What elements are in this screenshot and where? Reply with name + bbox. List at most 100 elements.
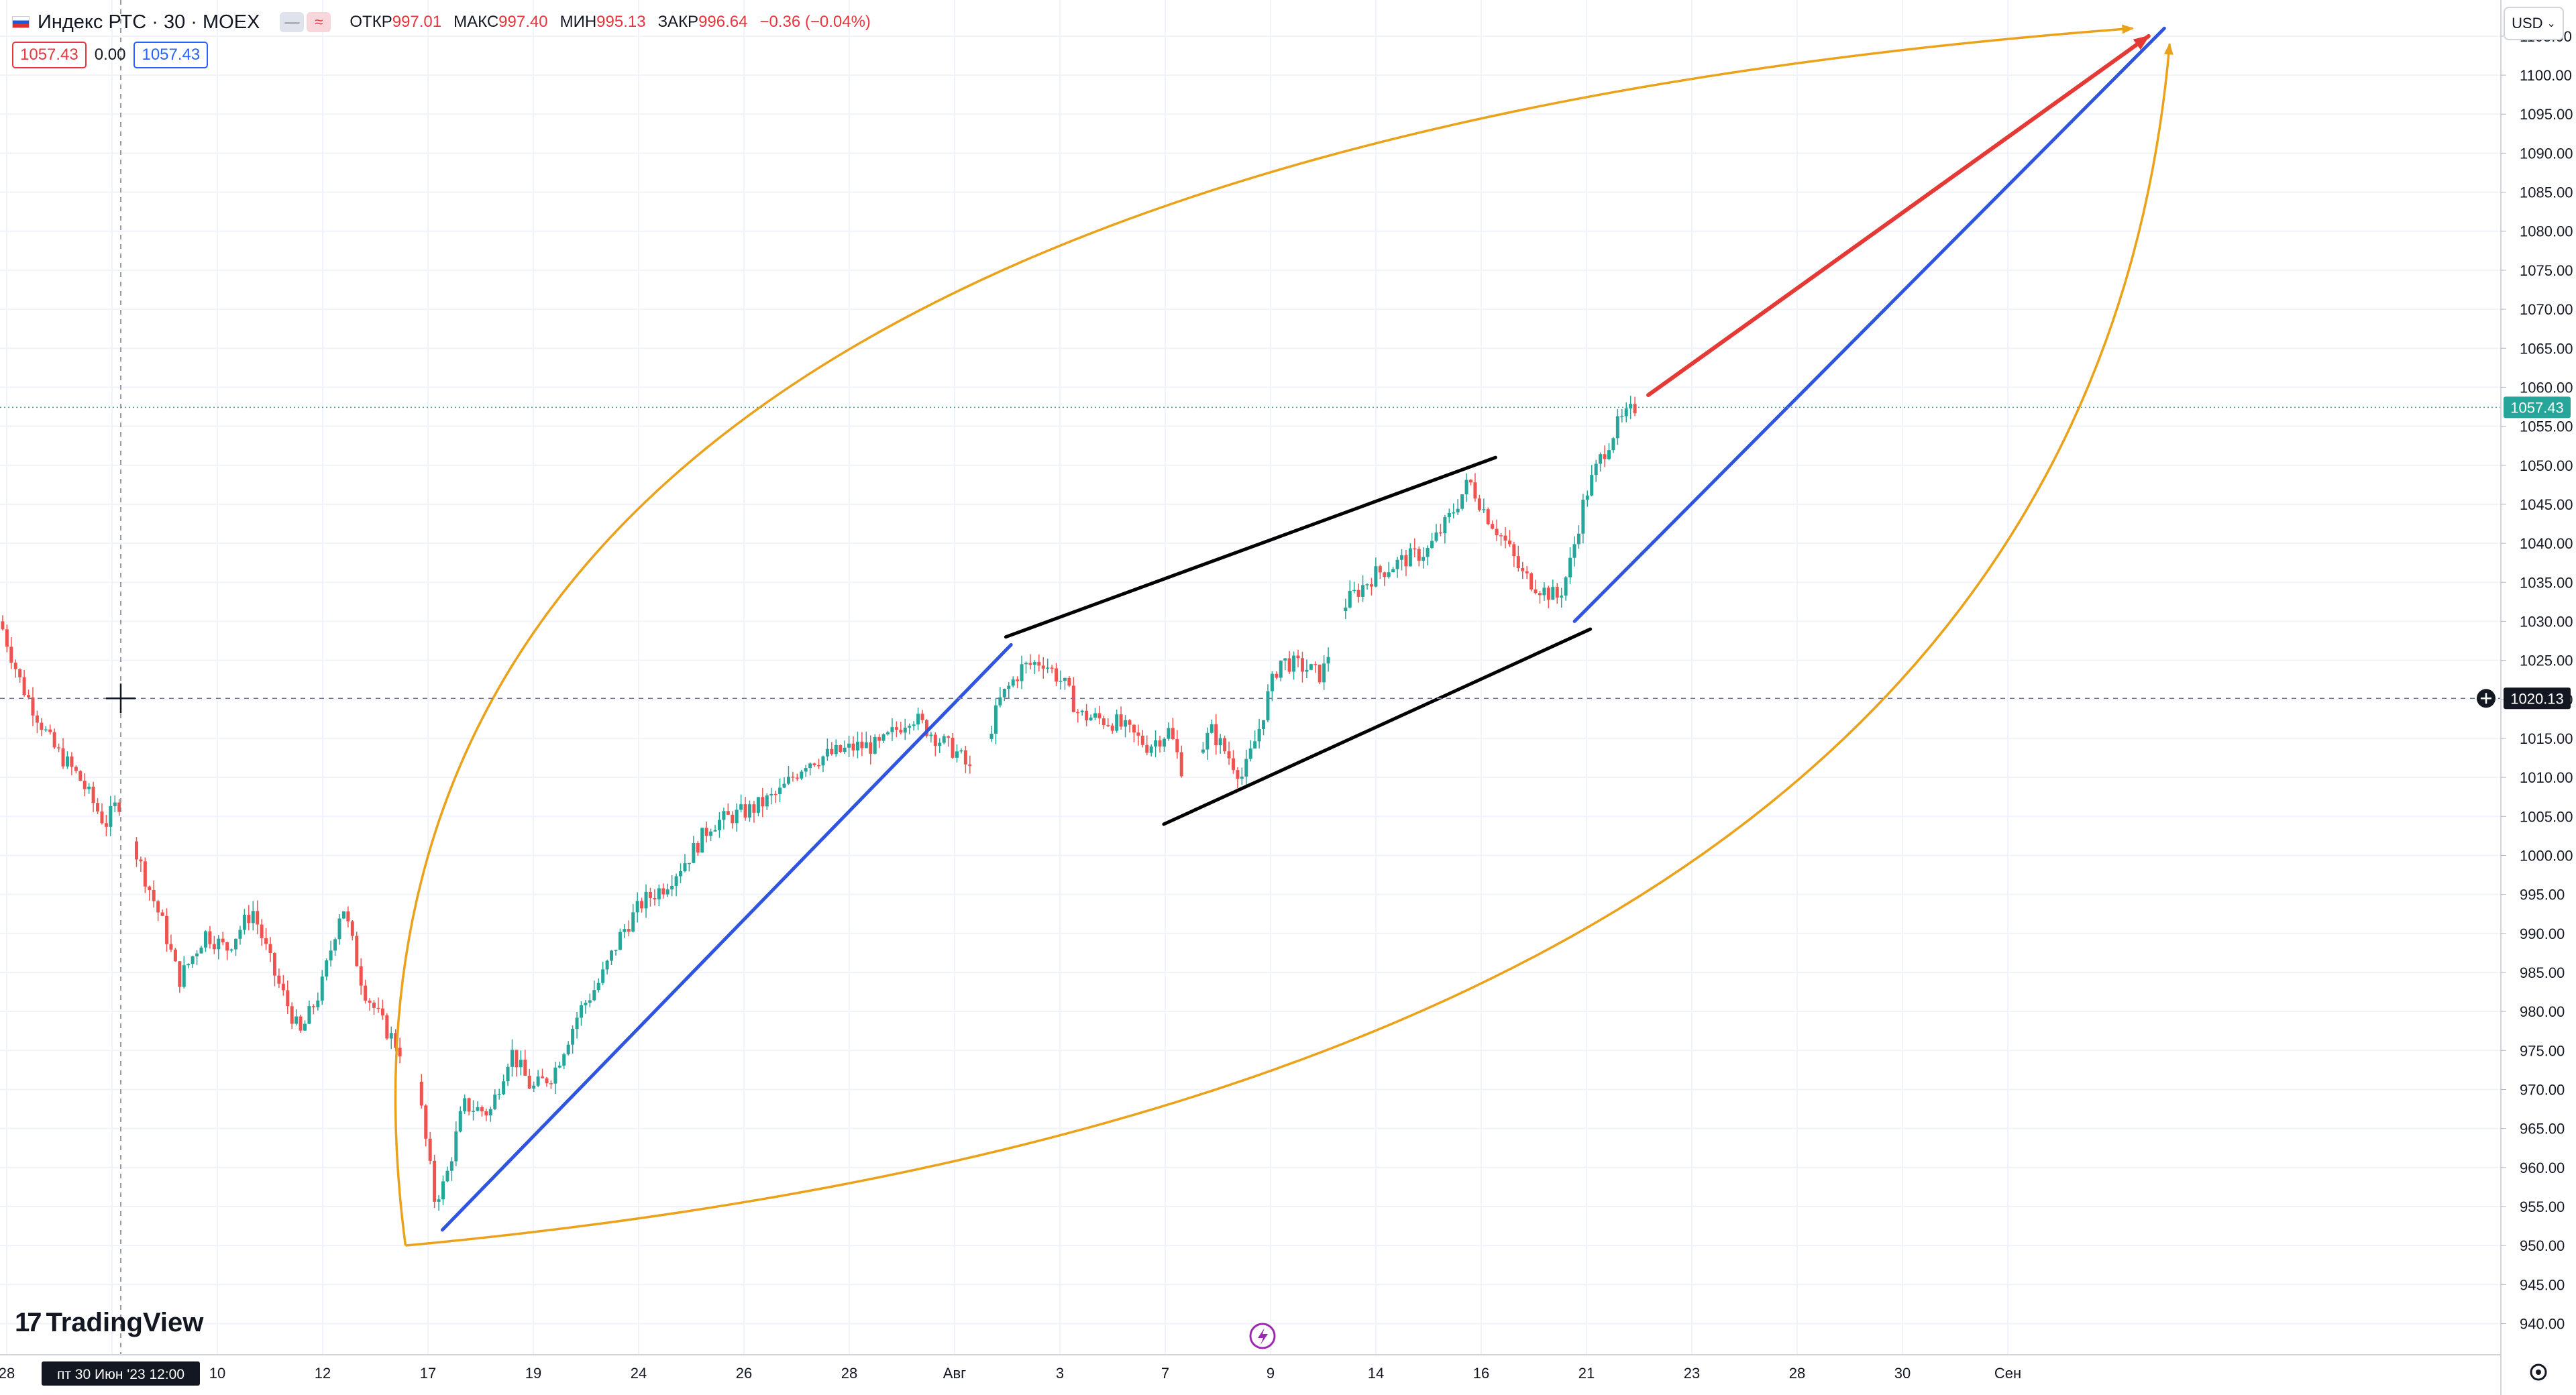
candle-body — [571, 1029, 575, 1045]
candle-body — [52, 732, 56, 748]
candle-body — [160, 912, 164, 916]
sell-button[interactable]: 1057.43 — [12, 42, 87, 68]
candle-body — [989, 734, 994, 739]
candle-body — [260, 924, 264, 938]
candle-body — [1124, 720, 1128, 727]
candle-body — [890, 727, 894, 732]
candle-body — [1279, 660, 1283, 678]
gear-icon[interactable] — [2530, 1363, 2547, 1381]
candle-body — [519, 1060, 523, 1068]
candle-body — [96, 803, 100, 812]
time-tick-label: 14 — [1368, 1365, 1384, 1382]
candle-body — [963, 750, 967, 765]
add-alert-icon[interactable] — [2477, 689, 2496, 708]
candle-body — [217, 938, 221, 950]
price-tick-label: 1035.00 — [2520, 574, 2573, 591]
candle-body — [1469, 480, 1473, 483]
candle-body — [484, 1111, 488, 1116]
candle-body — [1599, 454, 1603, 464]
candle-body — [35, 715, 39, 723]
candle-body — [735, 810, 739, 824]
candle-body — [1097, 713, 1102, 719]
candle-body — [1456, 508, 1460, 513]
price-tick-label: 1090.00 — [2520, 145, 2573, 162]
candle-body — [623, 929, 627, 932]
compare-icon[interactable]: ≈ — [307, 12, 331, 32]
price-tick-label: 1010.00 — [2520, 769, 2573, 786]
candle-body — [1266, 691, 1270, 720]
time-tick-label: 30 — [1894, 1365, 1911, 1382]
candle-body — [1534, 589, 1538, 594]
eye-toggle-icon[interactable]: — — [280, 12, 305, 32]
candle-body — [1408, 548, 1412, 567]
price-tick-label: 1065.00 — [2520, 340, 2573, 357]
candle-body — [1486, 509, 1490, 524]
candle-body — [808, 763, 812, 769]
currency-selector[interactable]: USD ⌄ — [2504, 7, 2564, 40]
candle-body — [1115, 714, 1119, 731]
price-tick-label: 985.00 — [2520, 964, 2565, 981]
symbol-title[interactable]: Индекс РТС · 30 · MOEX — [38, 11, 260, 33]
crosshair-price-badge — [2504, 687, 2571, 710]
candle-body — [912, 724, 916, 726]
candle-body — [1624, 408, 1628, 416]
candle-body — [894, 727, 898, 730]
price-tick-label: 1060.00 — [2520, 379, 2573, 396]
candle-body — [364, 985, 368, 1001]
last-price-text: 1057.43 — [2510, 399, 2564, 416]
candle-body — [674, 876, 678, 886]
candle-body — [506, 1066, 510, 1082]
candle-body — [272, 952, 276, 976]
price-tick-label: 1075.00 — [2520, 262, 2573, 279]
price-tick-label: 995.00 — [2520, 887, 2565, 903]
candle-body — [627, 929, 631, 932]
candle-body — [1607, 450, 1611, 459]
candle-body — [748, 804, 752, 818]
candle-body — [1568, 557, 1572, 577]
currency-label: USD — [2512, 15, 2543, 32]
candle-body — [1603, 454, 1607, 459]
trend-line — [1004, 455, 1497, 639]
candle-body — [437, 1199, 441, 1202]
candle-body — [1055, 668, 1059, 682]
candle-body — [109, 805, 113, 827]
candle-body — [661, 888, 665, 895]
candle-body — [1128, 720, 1132, 725]
candle-body — [1244, 759, 1248, 777]
candle-body — [1205, 732, 1210, 750]
candle-body — [592, 990, 596, 1001]
candle-body — [579, 1005, 583, 1018]
lightning-icon[interactable] — [1249, 1323, 1276, 1349]
candle-body — [229, 949, 233, 951]
candle-body — [488, 1109, 492, 1116]
price-tick-label: 950.00 — [2520, 1237, 2565, 1254]
candle-body — [61, 748, 65, 767]
candle-body — [1551, 587, 1555, 600]
candle-body — [91, 786, 95, 803]
time-tick-label: 19 — [525, 1365, 541, 1382]
candle-body — [1383, 572, 1387, 577]
candle-body — [920, 714, 924, 720]
candle-body — [610, 950, 614, 961]
candle-body — [994, 705, 998, 734]
candle-body — [1369, 584, 1373, 587]
candle-body — [1620, 416, 1624, 418]
candle-body — [152, 889, 156, 901]
candle-body — [48, 729, 52, 732]
high-value: 997.40 — [498, 13, 548, 31]
price-tick-label: 1000.00 — [2520, 847, 2573, 864]
drawings — [394, 24, 2174, 1247]
candle-body — [1032, 662, 1036, 665]
candle-body — [1067, 677, 1071, 686]
candle-body — [527, 1075, 531, 1089]
candle-body — [1089, 717, 1093, 721]
candle-body — [1007, 685, 1011, 689]
candle-body — [1452, 512, 1456, 514]
candle-body — [428, 1138, 432, 1161]
candle-body — [350, 921, 354, 936]
tradingview-logo: 17 TradingView — [15, 1308, 203, 1338]
buy-button[interactable]: 1057.43 — [133, 42, 209, 68]
candle-body — [782, 783, 786, 788]
candle-body — [1356, 590, 1360, 597]
